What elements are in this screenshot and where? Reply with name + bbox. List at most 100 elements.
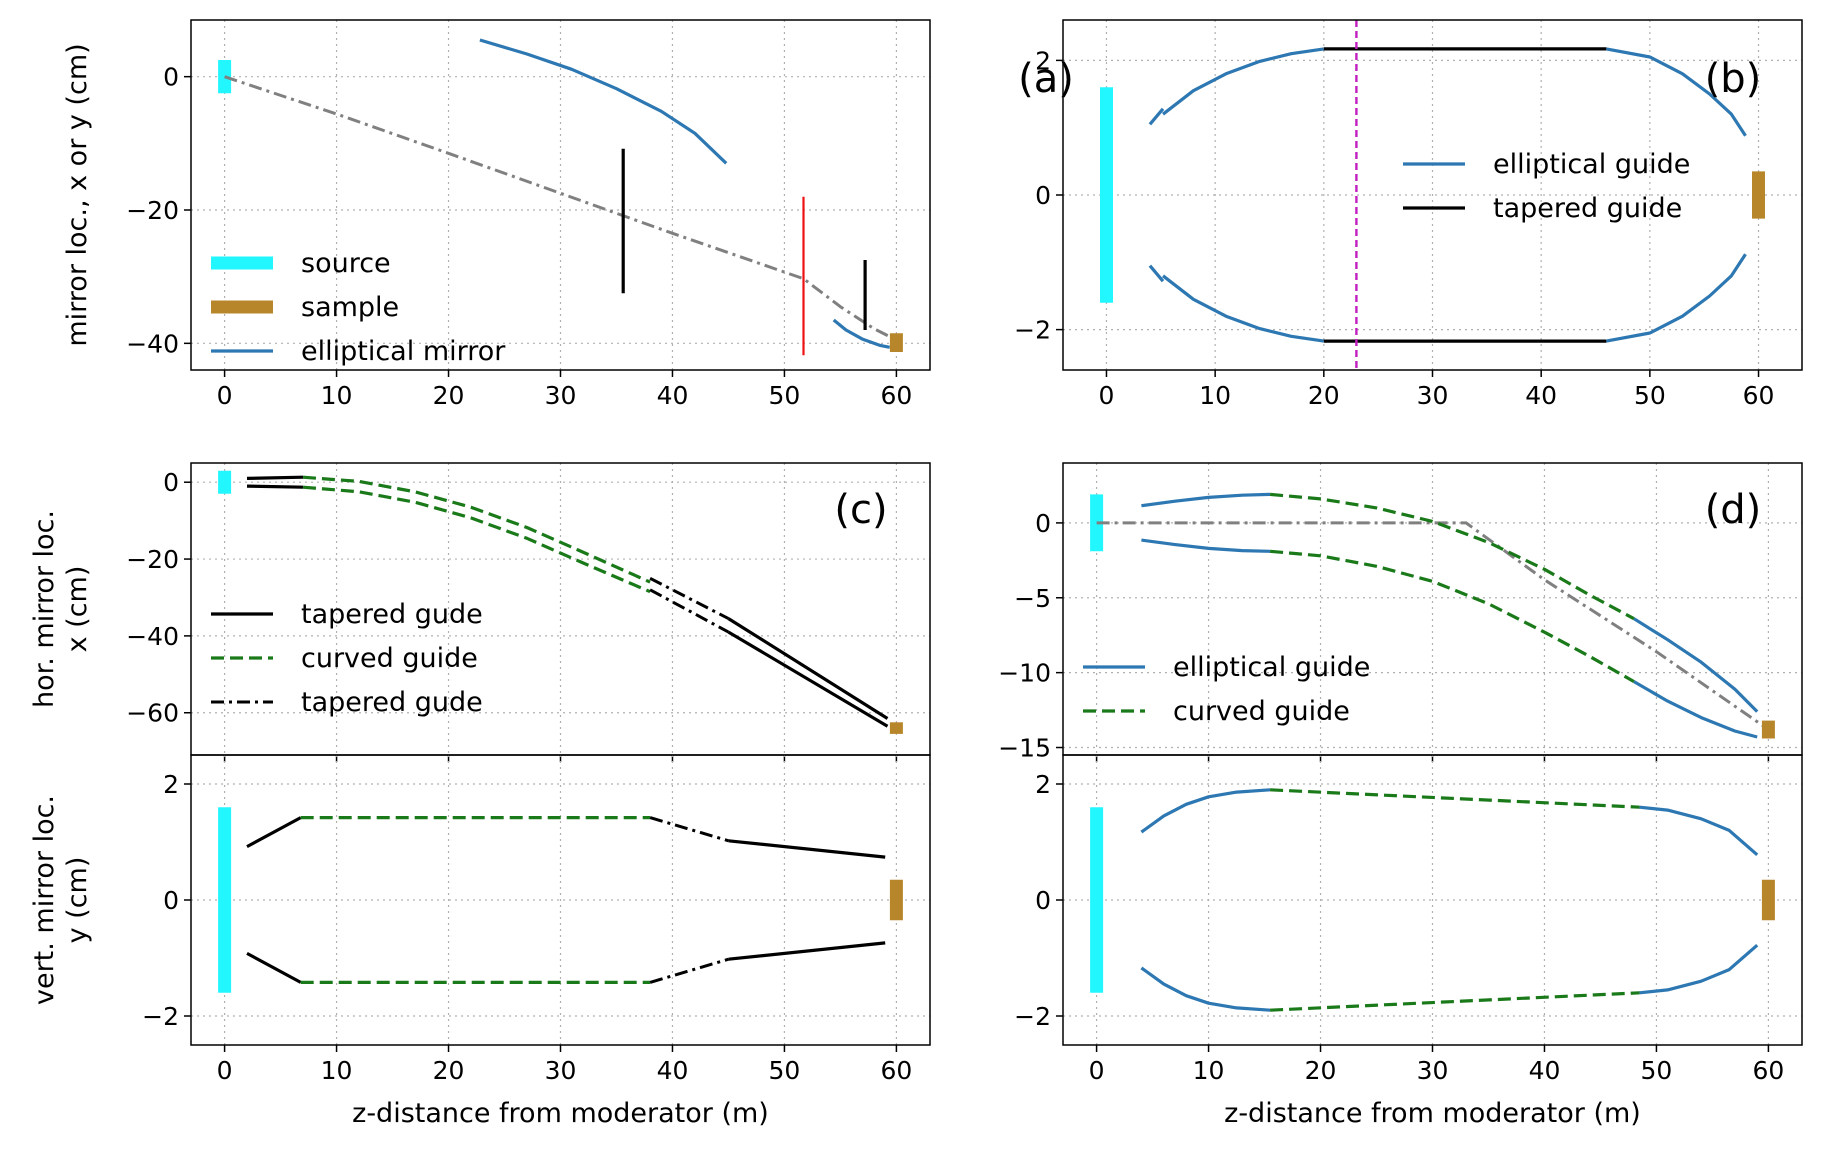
x-tick-label: 20 xyxy=(433,381,465,410)
x-tick-label: 20 xyxy=(1305,1056,1337,1085)
series-c-bottom-5 xyxy=(246,951,302,984)
y-tick-label: −10 xyxy=(998,659,1051,688)
series-c-top-5 xyxy=(649,576,730,620)
x-tick-label: 10 xyxy=(321,381,353,410)
y-tick-label: 0 xyxy=(1035,509,1051,538)
x-tick-label: 30 xyxy=(545,1056,577,1085)
y-tick-label: 0 xyxy=(163,468,179,497)
series-c-top-7 xyxy=(727,617,889,720)
panel-d-top: 0 −5 −10 −15 (d) elliptical guide curved guide xyxy=(998,462,1803,763)
y-axis-label: hor. mirror loc.x (cm) xyxy=(29,510,93,708)
y-tick-label: −5 xyxy=(1014,584,1051,613)
series-d-bottom-5 xyxy=(1270,991,1640,1012)
series-c-bottom-1 xyxy=(246,816,302,849)
legend-label: elliptical guide xyxy=(1173,652,1370,683)
x-tick-label: 20 xyxy=(1308,381,1340,410)
legend-label: elliptical guide xyxy=(1493,149,1690,180)
y-tick-label: −60 xyxy=(126,699,179,728)
series-c-bottom-8 xyxy=(728,941,886,961)
series-d-top-7 xyxy=(1633,680,1758,739)
x-axis-label: z-distance from moderator (m) xyxy=(352,1098,769,1129)
x-tick-label: 40 xyxy=(1525,381,1557,410)
series-c-bottom-7 xyxy=(649,957,729,984)
series-d-bottom-2 xyxy=(1270,788,1640,809)
legend-label: curved guide xyxy=(1173,696,1350,727)
legend-d-top: elliptical guide curved guide xyxy=(1083,652,1370,727)
series-b-1 xyxy=(1148,107,1165,126)
y-tick-label: 0 xyxy=(1035,181,1051,210)
x-tick-label: 60 xyxy=(881,1056,913,1085)
series-d-top-6 xyxy=(1633,617,1759,713)
series-b-4 xyxy=(1606,47,1747,137)
x-tick-label: 30 xyxy=(545,381,577,410)
series-d-top-5 xyxy=(1269,549,1635,683)
x-tick-label: 60 xyxy=(1743,381,1775,410)
y-tick-label: −2 xyxy=(142,1002,179,1031)
series-a-1 xyxy=(224,75,898,342)
series-b-5 xyxy=(1148,264,1165,283)
legend-a: source sample elliptical mirror xyxy=(211,248,506,367)
series-c-top-6 xyxy=(649,588,730,634)
legend-label: elliptical mirror xyxy=(301,336,506,367)
y-tick-label: −20 xyxy=(126,196,179,225)
y-tick-label: 0 xyxy=(163,886,179,915)
x-tick-label: 50 xyxy=(1641,1056,1673,1085)
x-tick-label: 10 xyxy=(1199,381,1231,410)
y-axis-label: mirror loc., x or y (cm) xyxy=(62,43,93,346)
series-d-bottom-3 xyxy=(1639,805,1759,857)
panel-label: (b) xyxy=(1705,56,1762,102)
series-b-2 xyxy=(1162,47,1325,116)
x-tick-label: 60 xyxy=(881,381,913,410)
series-a-3 xyxy=(832,318,891,349)
legend-label: tapered gude xyxy=(301,599,483,630)
x-tick-label: 50 xyxy=(769,381,801,410)
y-tick-label: −40 xyxy=(126,622,179,651)
panel-label: (a) xyxy=(1018,56,1074,102)
panel-label: (c) xyxy=(834,487,887,533)
series-d-top-2 xyxy=(1141,492,1271,508)
legend-label: tapered guide xyxy=(1493,193,1682,224)
series-c-top-8 xyxy=(727,630,889,728)
series-c-bottom-4 xyxy=(728,839,886,859)
y-tick-label: 2 xyxy=(1035,770,1051,799)
legend-b: elliptical guide tapered guide xyxy=(1403,149,1690,224)
x-tick-label: 20 xyxy=(433,1056,465,1085)
legend-label: source xyxy=(301,248,391,279)
series-c-top-2 xyxy=(246,484,304,489)
legend-c-top: tapered gude curved guide tapered gude xyxy=(211,599,483,718)
x-tick-label: 10 xyxy=(321,1056,353,1085)
y-tick-label: −15 xyxy=(998,734,1051,763)
x-tick-label: 0 xyxy=(1089,1056,1105,1085)
legend-label: sample xyxy=(301,292,399,323)
panel-c-top: 0 −20 −40 −60 hor. mirror loc.x (cm) (c) taper… xyxy=(29,462,931,762)
x-tick-label: 0 xyxy=(217,381,233,410)
y-tick-label: 0 xyxy=(1035,886,1051,915)
x-tick-label: 0 xyxy=(1099,381,1115,410)
x-tick-label: 50 xyxy=(769,1056,801,1085)
y-tick-label: −2 xyxy=(1014,1002,1051,1031)
y-tick-label: 2 xyxy=(1035,46,1051,75)
series-b-6 xyxy=(1162,274,1325,343)
series-d-bottom-4 xyxy=(1140,966,1271,1012)
y-tick-label: −20 xyxy=(126,545,179,574)
series-d-top-4 xyxy=(1269,492,1635,621)
series-d-top-1 xyxy=(1096,521,1770,731)
series-d-top-3 xyxy=(1141,538,1271,553)
series-c-top-3 xyxy=(302,475,651,584)
series-d-bottom-1 xyxy=(1140,788,1271,834)
x-tick-label: 30 xyxy=(1417,1056,1449,1085)
series-d-bottom-6 xyxy=(1639,943,1759,995)
series-a-2 xyxy=(479,38,728,165)
x-tick-label: 0 xyxy=(217,1056,233,1085)
x-tick-label: 40 xyxy=(657,1056,689,1085)
y-axis-label: vert. mirror loc.y (cm) xyxy=(29,795,93,1005)
x-tick-label: 60 xyxy=(1753,1056,1785,1085)
x-axis-label: z-distance from moderator (m) xyxy=(1224,1098,1641,1129)
x-tick-label: 10 xyxy=(1193,1056,1225,1085)
legend-label: tapered gude xyxy=(301,687,483,718)
